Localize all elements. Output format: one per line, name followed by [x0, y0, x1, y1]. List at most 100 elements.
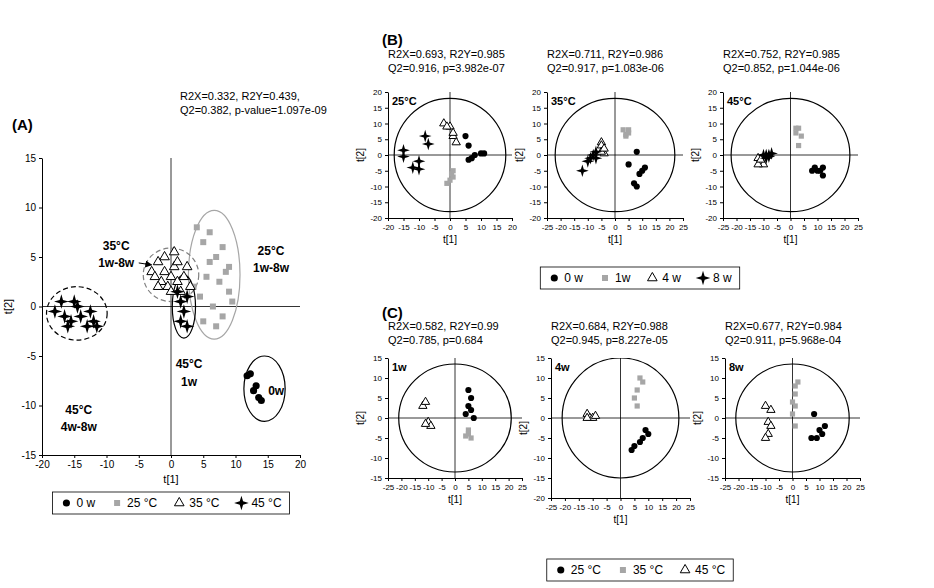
y-tick-label: 20	[708, 88, 717, 97]
x-tick: -10	[587, 498, 599, 512]
point	[194, 224, 200, 230]
statistics: R2X=0.711, R2Y=0.986	[547, 48, 663, 60]
y-tick-label: 15	[532, 104, 541, 113]
x-tick: 25	[856, 478, 865, 492]
x-tick-label: 0	[789, 223, 794, 232]
point	[642, 165, 648, 171]
x-tick: -20	[733, 478, 745, 492]
x-tick-mark	[845, 218, 846, 221]
annotation: 45°C	[65, 403, 92, 417]
x-tick: 10	[478, 478, 487, 492]
y-tick-label: 0	[537, 151, 542, 160]
x-zero-line	[620, 358, 621, 498]
legend: 0 w1w4 w8 w	[540, 267, 739, 289]
x-tick-label: -20	[733, 483, 745, 492]
x-tick-label: -20	[555, 223, 567, 232]
x-tick: 25	[679, 218, 688, 232]
point	[150, 271, 160, 279]
x-tick-mark	[858, 218, 859, 221]
point	[166, 271, 176, 279]
point	[814, 435, 820, 441]
y-tick: -15	[370, 198, 388, 207]
point	[166, 286, 176, 294]
y-tick-label: -15	[533, 474, 545, 483]
y-tick: 5	[713, 135, 723, 144]
y-tick-label: 10	[536, 374, 545, 383]
y-tick-label: 5	[378, 394, 383, 403]
annotation: 25°C	[258, 244, 285, 258]
y-tick-label: -10	[370, 183, 382, 192]
x-tick-label: 20	[665, 223, 674, 232]
x-tick-label: -20	[560, 503, 572, 512]
point	[216, 279, 222, 285]
y-tick: 0	[30, 301, 42, 312]
point	[590, 146, 603, 159]
x-tick: -15	[410, 478, 422, 492]
x-tick-label: 5	[802, 223, 807, 232]
y-tick: -5	[712, 434, 725, 443]
statistics: Q2=0.785, p=0.684	[388, 334, 483, 346]
x-tick-mark	[481, 218, 482, 221]
point	[466, 157, 472, 163]
x-tick: 15	[827, 218, 836, 232]
x-tick-mark	[793, 478, 794, 481]
x-tick: -20	[383, 218, 395, 232]
y-tick-mark	[385, 155, 388, 156]
y-tick-label: 10	[708, 120, 717, 129]
y-tick: 5	[715, 394, 725, 403]
x-tick-label: 0	[169, 459, 175, 470]
y-axis: -15-10-5051015	[707, 354, 725, 483]
x-tick-label: -20	[396, 483, 408, 492]
y-tick-label: -10	[533, 454, 545, 463]
y-tick-mark	[385, 124, 388, 125]
y-tick-mark	[722, 378, 725, 379]
point	[397, 150, 410, 163]
legend-box	[52, 492, 289, 514]
y-zero-line	[388, 155, 512, 156]
y-tick: 5	[541, 394, 551, 403]
point	[213, 323, 219, 329]
y-tick-mark	[544, 218, 547, 219]
point	[637, 439, 643, 445]
y-tick-label: 5	[715, 394, 720, 403]
y-tick-mark	[548, 498, 551, 499]
y-tick-label: 5	[537, 135, 542, 144]
x-tick-label: -15	[569, 223, 581, 232]
group-ellipse	[399, 364, 512, 472]
x-tick-mark	[847, 478, 848, 481]
point	[419, 130, 432, 143]
y-tick: -10	[533, 454, 551, 463]
y-tick-label: -10	[22, 400, 37, 411]
y-tick: 10	[708, 120, 723, 129]
y-tick-mark	[720, 155, 723, 156]
x-tick-label: -5	[774, 223, 782, 232]
x-axis: -25-20-15-10-50510152025	[718, 218, 864, 232]
y-axis-line	[388, 359, 389, 479]
y-tick-label: 10	[373, 374, 382, 383]
x-tick-label: -10	[758, 223, 770, 232]
x-tick-mark	[752, 478, 753, 481]
x-tick-label: -10	[414, 223, 426, 232]
point	[820, 165, 826, 171]
x-axis-title: t[1]	[443, 234, 457, 245]
point	[795, 379, 800, 384]
x-tick-label: 15	[827, 223, 836, 232]
y-tick: -15	[370, 474, 388, 483]
y-tick-label: 15	[708, 104, 717, 113]
x-tick-mark	[669, 218, 670, 221]
y-tick: 0	[713, 151, 723, 160]
y-tick-mark	[720, 124, 723, 125]
annotation: 0w	[268, 384, 285, 398]
point	[90, 319, 105, 334]
point	[640, 379, 645, 384]
y-tick-label: -15	[370, 198, 382, 207]
x-tick: 15	[263, 455, 275, 470]
x-tick-mark	[468, 478, 469, 481]
y-tick-label: -5	[375, 434, 383, 443]
x-tick: -10	[423, 478, 435, 492]
legend-marker	[602, 275, 608, 281]
y-tick: -20	[370, 214, 388, 223]
x-tick: 10	[816, 478, 825, 492]
x-tick: -10	[758, 218, 770, 232]
point	[634, 183, 640, 189]
